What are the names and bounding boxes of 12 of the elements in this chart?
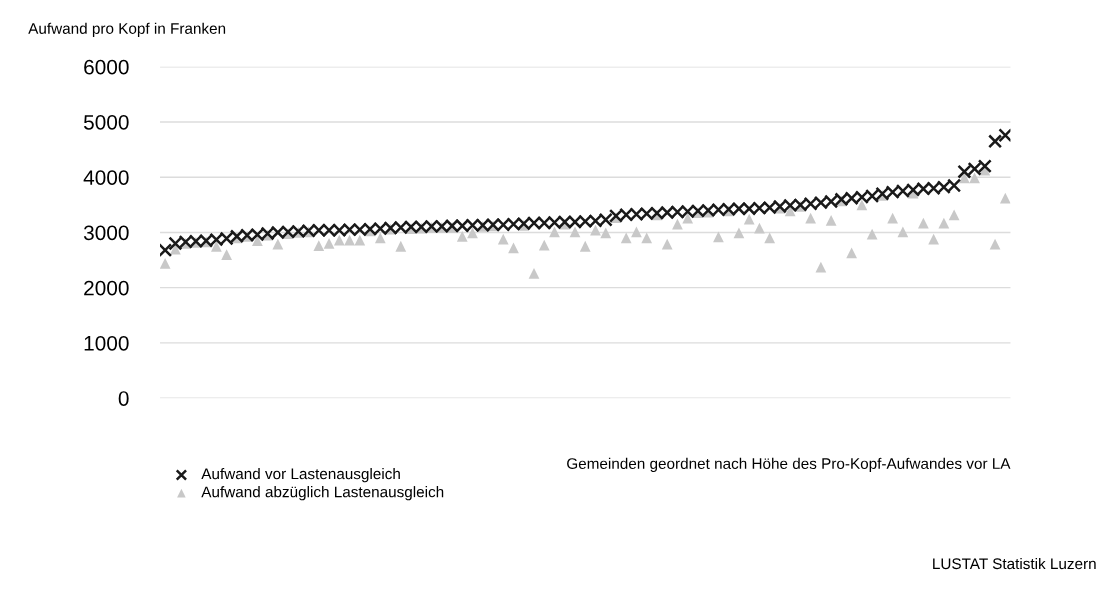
legend-label: Aufwand abzüglich Lastenausgleich [201, 486, 444, 501]
y-tick-label: 2000 [84, 280, 129, 296]
legend-label: Aufwand vor Lastenausgleich [201, 468, 400, 483]
y-tick-label: 5000 [83, 114, 129, 130]
x-axis-title: Gemeinden geordnet nach Höhe des Pro-Kopf-Aufwandes vor LA [567, 457, 1011, 473]
y-tick-label: 1000 [84, 335, 129, 351]
y-tick-label: 6000 [84, 59, 129, 75]
y-axis-title: Aufwand pro Kopf in Franken [28, 22, 226, 37]
y-tick-label: 4000 [83, 170, 129, 185]
text: LUSTAT Statistik Luzern [933, 557, 1096, 570]
y-tick-label: 0 [118, 391, 129, 406]
y-tick-label: 3000 [83, 225, 129, 241]
